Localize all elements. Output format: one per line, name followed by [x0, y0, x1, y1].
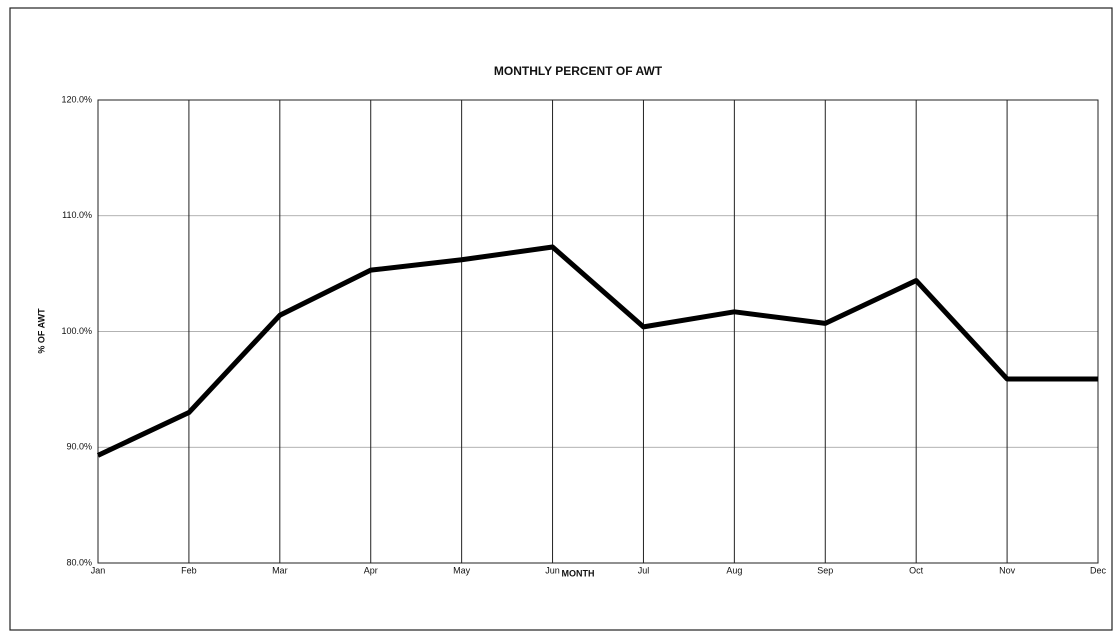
y-tick-label: 120.0% — [61, 94, 92, 104]
y-tick-label: 80.0% — [66, 557, 92, 567]
y-tick-label: 100.0% — [61, 326, 92, 336]
plot-frame — [97, 99, 1099, 564]
x-tick-label: May — [453, 565, 471, 575]
x-tick-label: Mar — [272, 565, 288, 575]
chart-frame — [9, 7, 1113, 631]
chart-title: MONTHLY PERCENT OF AWT — [494, 64, 663, 78]
x-tick-label: Jan — [91, 565, 106, 575]
x-tick-label: Jul — [638, 565, 650, 575]
y-tick-label: 110.0% — [62, 210, 92, 220]
x-tick-label: Apr — [364, 565, 378, 575]
x-tick-label: Feb — [181, 565, 197, 575]
y-axis-label: % OF AWT — [36, 308, 46, 354]
x-tick-label: Aug — [726, 565, 742, 575]
x-tick-label: Dec — [1090, 565, 1107, 575]
y-tick-label: 90.0% — [66, 442, 92, 452]
x-tick-label: Nov — [999, 565, 1016, 575]
x-tick-label: Oct — [909, 565, 924, 575]
x-tick-label: Jun — [545, 565, 560, 575]
data-line — [96, 244, 1098, 458]
x-tick-label: Sep — [817, 565, 833, 575]
x-axis-label: MONTH — [562, 568, 595, 578]
